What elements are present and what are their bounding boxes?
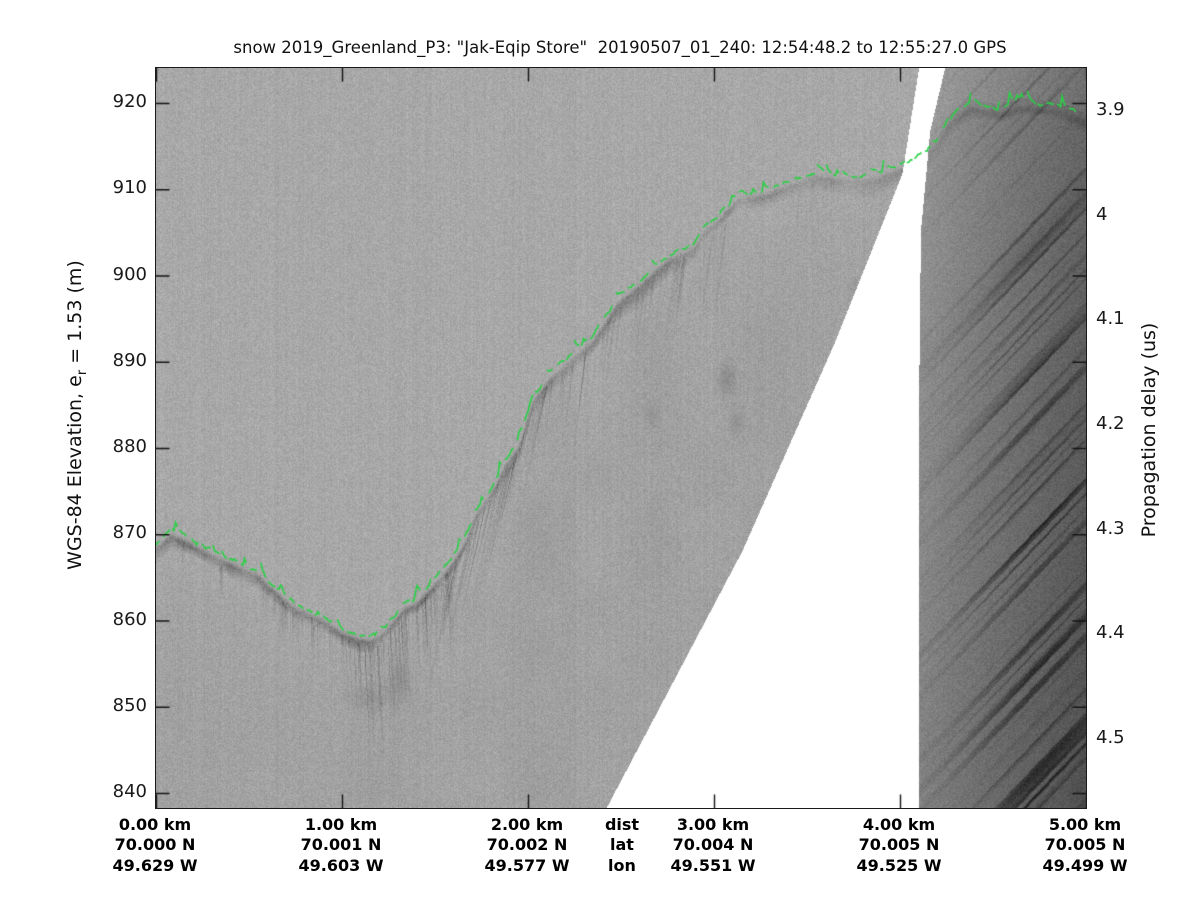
lon-value: 49.551 W xyxy=(670,855,756,875)
lon-value: 49.577 W xyxy=(484,855,570,875)
dist-value: 1.00 km xyxy=(304,815,378,834)
dist-value: 0.00 km xyxy=(118,815,192,834)
distance-label-column: 5.00 km 70.005 N 49.499 W xyxy=(1043,815,1128,876)
delay-tick-label: 4.1 xyxy=(1096,308,1125,330)
echogram-plot xyxy=(155,67,1087,809)
elevation-tick-label: 860 xyxy=(112,608,147,630)
lat-value: 70.002 N xyxy=(486,835,568,855)
axis-row-legend: dist lat lon xyxy=(605,815,639,876)
lat-value: 70.000 N xyxy=(114,835,196,855)
delay-tick-label: 4.5 xyxy=(1096,727,1125,749)
lon-value: 49.603 W xyxy=(298,855,384,875)
lon-value: 49.499 W xyxy=(1042,855,1128,875)
axis-row-legend-item: lon xyxy=(608,855,636,875)
dist-value: 2.00 km xyxy=(490,815,564,834)
distance-label-column: 2.00 km 70.002 N 49.577 W xyxy=(485,815,570,876)
elevation-tick-label: 880 xyxy=(112,436,147,457)
elevation-tick-label: 910 xyxy=(112,177,147,199)
elevation-tick-label: 890 xyxy=(112,349,147,371)
delay-tick-label: 4.2 xyxy=(1096,413,1125,434)
elevation-tick-label: 840 xyxy=(112,781,147,802)
dist-value: 5.00 km xyxy=(1048,815,1122,834)
axis-row-legend-item: dist xyxy=(604,815,640,834)
axis-row-legend-item: lat xyxy=(610,835,634,855)
distance-label-column: 4.00 km 70.005 N 49.525 W xyxy=(857,815,942,876)
plot-title: snow 2019_Greenland_P3: "Jak-Eqip Store"… xyxy=(233,38,1007,57)
elevation-tick-label: 920 xyxy=(112,91,147,112)
dist-value: 3.00 km xyxy=(676,815,750,834)
lon-value: 49.525 W xyxy=(856,855,942,875)
echogram-canvas xyxy=(156,68,1086,808)
lat-value: 70.005 N xyxy=(858,835,940,855)
distance-label-column: 1.00 km 70.001 N 49.603 W xyxy=(299,815,384,876)
delay-tick-label: 3.9 xyxy=(1096,99,1125,120)
delay-tick-label: 4.3 xyxy=(1096,517,1125,539)
delay-tick-label: 4 xyxy=(1096,203,1108,225)
elevation-tick-label: 900 xyxy=(112,263,147,285)
lat-value: 70.004 N xyxy=(672,835,754,855)
delay-axis-label: Propagation delay (us) xyxy=(1138,322,1160,538)
distance-label-column: 3.00 km 70.004 N 49.551 W xyxy=(671,815,756,876)
distance-label-column: 0.00 km 70.000 N 49.629 W xyxy=(113,815,198,876)
dist-value: 4.00 km xyxy=(862,815,936,834)
lat-value: 70.005 N xyxy=(1044,835,1126,855)
lon-value: 49.629 W xyxy=(112,855,198,875)
delay-tick-label: 4.4 xyxy=(1096,622,1125,644)
elevation-tick-label: 870 xyxy=(112,522,147,544)
lat-value: 70.001 N xyxy=(300,835,382,855)
elevation-tick-label: 850 xyxy=(112,694,147,716)
